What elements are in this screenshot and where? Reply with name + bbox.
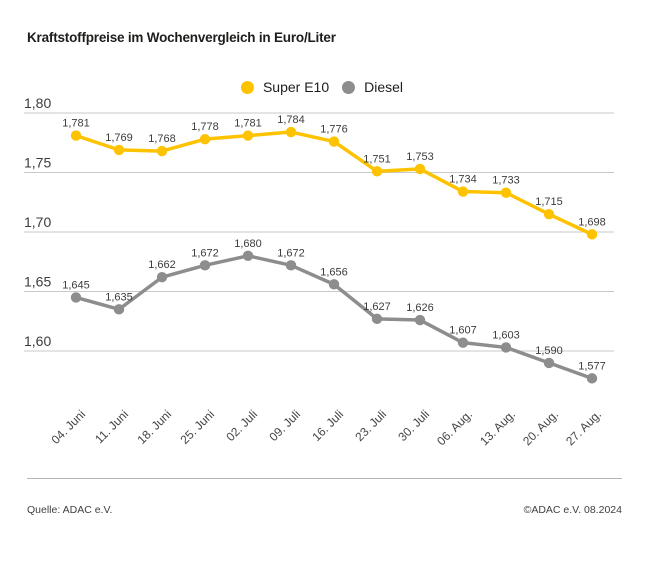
y-axis-tick-label: 1,65 [24, 274, 51, 290]
super-e10-value-label: 1,733 [492, 175, 520, 187]
super-e10-data-point [414, 163, 426, 175]
footer: Quelle: ADAC e.V. ©ADAC e.V. 08.2024 [27, 504, 622, 516]
super-e10-value-label: 1,751 [363, 153, 391, 165]
chart-legend: Super E10 Diesel [240, 78, 403, 96]
diesel-data-point [328, 279, 340, 290]
x-axis-tick-label: 20. Aug. [520, 407, 561, 448]
diesel-dot-icon [342, 80, 356, 94]
super-e10-data-point [457, 186, 469, 197]
diesel-value-label: 1,672 [277, 247, 305, 259]
x-axis-tick-label: 02. Juli [223, 407, 260, 444]
super-e10-value-label: 1,784 [277, 114, 305, 126]
super-e10-data-point [285, 126, 297, 138]
y-axis-tick-label: 1,60 [24, 333, 51, 349]
diesel-value-label: 1,603 [492, 329, 520, 341]
super-e10-value-label: 1,734 [449, 174, 477, 186]
diesel-value-label: 1,627 [363, 301, 391, 313]
super-e10-data-point [500, 187, 512, 198]
diesel-value-label: 1,607 [449, 325, 477, 337]
x-axis-tick-label: 11. Juni [92, 407, 131, 446]
diesel-data-point [586, 373, 598, 384]
footer-divider [27, 478, 622, 479]
super-e10-data-point [242, 130, 254, 141]
super-e10-value-label: 1,778 [191, 121, 219, 133]
x-axis-tick-label: 13. Aug. [477, 407, 518, 448]
x-axis-tick-label: 06. Aug. [434, 407, 475, 448]
x-axis-tick-label: 16. Juli [309, 407, 346, 444]
super-e10-value-label: 1,768 [148, 133, 176, 145]
super-e10-data-point [113, 144, 125, 156]
diesel-value-label: 1,645 [62, 279, 90, 291]
super-e10-data-point [371, 166, 383, 177]
diesel-data-point [156, 272, 168, 283]
super-e10-value-label: 1,776 [320, 124, 348, 136]
diesel-data-point [70, 292, 82, 303]
diesel-value-label: 1,635 [105, 291, 133, 303]
page-title: Kraftstoffpreise im Wochenvergleich in E… [27, 30, 336, 45]
diesel-value-label: 1,662 [148, 259, 176, 271]
legend-label-diesel: Diesel [364, 79, 404, 95]
super-e10-data-point [199, 133, 211, 145]
source-note: Quelle: ADAC e.V. [27, 504, 113, 516]
diesel-data-point [199, 260, 211, 271]
super-e10-data-point [156, 145, 168, 157]
y-axis-tick-label: 1,75 [24, 155, 51, 171]
super-e10-data-point [543, 208, 555, 220]
diesel-value-label: 1,672 [191, 247, 219, 259]
x-axis-tick-label: 04. Juni [49, 407, 89, 447]
y-axis-tick-label: 1,80 [24, 95, 51, 111]
price-chart-svg: 1,80 1,75 1,70 1,65 1,60 04. Juni 11. Juni 18. … [24, 95, 614, 448]
diesel-data-point [543, 357, 555, 369]
diesel-value-label: 1,656 [320, 266, 348, 278]
super-e10-data-point [328, 136, 340, 147]
super-e10-data-point [70, 130, 82, 141]
diesel-data-point [457, 337, 469, 348]
diesel-value-label: 1,626 [406, 302, 434, 314]
y-axis-tick-label: 1,70 [24, 214, 51, 230]
legend-item-diesel: Diesel [342, 79, 403, 95]
super-e10-data-point [586, 229, 598, 240]
super-e10-dot-icon [240, 80, 254, 94]
x-axis-tick-label: 27. Aug. [563, 407, 604, 448]
x-axis-tick-label: 30. Juli [395, 407, 432, 444]
diesel-value-label: 1,577 [578, 360, 606, 372]
super-e10-value-label: 1,698 [578, 216, 606, 228]
super-e10-value-label: 1,715 [535, 196, 563, 208]
super-e10-value-label: 1,753 [406, 151, 434, 163]
copyright-note: ©ADAC e.V. 08.2024 [523, 504, 622, 516]
diesel-value-label: 1,680 [234, 238, 262, 250]
diesel-data-point [242, 250, 254, 261]
diesel-data-point [113, 304, 125, 315]
x-axis-tick-label: 23. Juli [352, 407, 389, 444]
diesel-data-point [285, 260, 297, 271]
diesel-value-label: 1,590 [535, 345, 563, 357]
diesel-data-point [500, 342, 512, 353]
legend-label-super-e10: Super E10 [262, 79, 330, 95]
legend-item-super-e10: Super E10 [240, 79, 330, 95]
x-axis-tick-label: 18. Juni [135, 407, 175, 447]
x-axis-tick-label: 09. Juli [266, 407, 303, 444]
diesel-data-point [371, 313, 383, 325]
super-e10-value-label: 1,781 [234, 118, 262, 130]
super-e10-value-label: 1,781 [62, 118, 90, 130]
x-axis-tick-label: 25. Juni [178, 407, 218, 447]
diesel-data-point [414, 314, 426, 326]
super-e10-value-label: 1,769 [105, 132, 133, 144]
